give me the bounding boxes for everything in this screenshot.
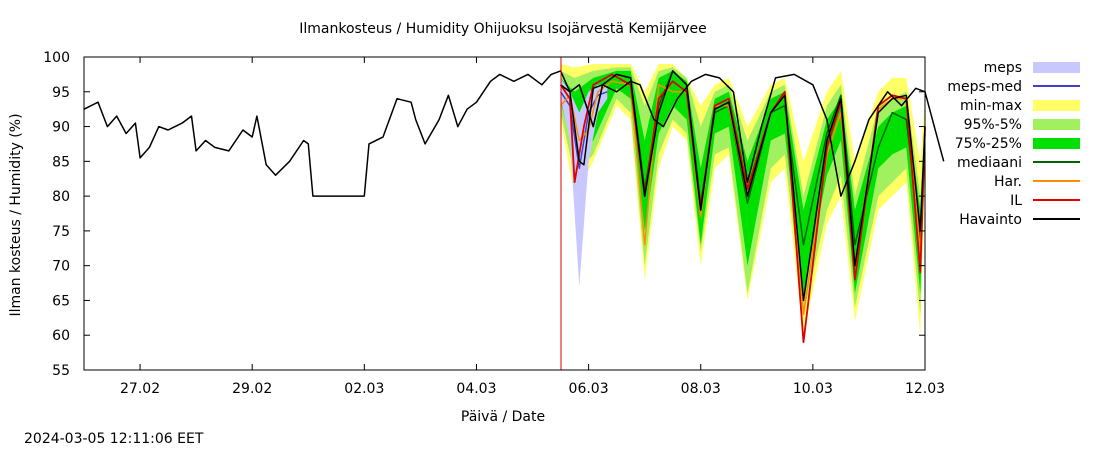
y-tick-label: 55 (52, 363, 70, 379)
legend-label: mediaani (957, 155, 1022, 171)
legend-label: 75%-25% (955, 136, 1022, 152)
x-tick-label: 10.03 (793, 381, 833, 397)
y-axis-label: Ilman kosteus / Humidity (%) (8, 113, 24, 316)
x-tick-label: 27.02 (120, 381, 160, 397)
timestamp: 2024-03-05 12:11:06 EET (24, 431, 204, 447)
chart-title: Ilmankosteus / Humidity Ohijuoksu Isojär… (299, 21, 707, 37)
legend-label: IL (1010, 193, 1022, 209)
x-tick-label: 08.03 (681, 381, 721, 397)
y-tick-label: 85 (52, 154, 70, 170)
y-tick-label: 75 (52, 224, 70, 240)
x-tick-label: 12.03 (905, 381, 945, 397)
legend-label: Havainto (959, 212, 1022, 228)
series-meps-med (559, 91, 608, 170)
legend-label: meps (984, 60, 1022, 76)
x-tick-label: 04.03 (456, 381, 496, 397)
y-tick-label: 80 (52, 189, 70, 205)
legend-swatch (1033, 138, 1080, 149)
y-tick-label: 95 (52, 85, 70, 101)
legend-swatch (1033, 62, 1080, 73)
legend-label: Har. (994, 174, 1022, 190)
legend-swatch (1033, 100, 1080, 111)
legend-label: min-max (960, 98, 1022, 114)
y-tick-label: 90 (52, 120, 70, 136)
legend-label: 95%-5% (964, 117, 1022, 133)
x-tick-label: 29.02 (232, 381, 272, 397)
y-tick-label: 70 (52, 259, 70, 275)
plot-area: 55 60 65 70 75 80 85 90 95 100 27.02 29.02 02.03 04.0… (43, 50, 945, 397)
x-tick-label: 06.03 (569, 381, 609, 397)
y-tick-label: 65 (52, 293, 70, 309)
legend: meps meps-med min-max 95%-5% 75%-25% mediaani… (947, 60, 1080, 228)
series-havainto-forecast (560, 70, 926, 302)
plot-frame (83, 56, 926, 371)
x-tick-label: 02.03 (344, 381, 384, 397)
y-tick-label: 60 (52, 328, 70, 344)
legend-swatch (1033, 119, 1080, 130)
x-axis-label: Päivä / Date (461, 409, 545, 425)
series-havainto (83, 70, 945, 197)
legend-label: meps-med (947, 79, 1022, 95)
y-tick-label: 100 (43, 50, 70, 66)
